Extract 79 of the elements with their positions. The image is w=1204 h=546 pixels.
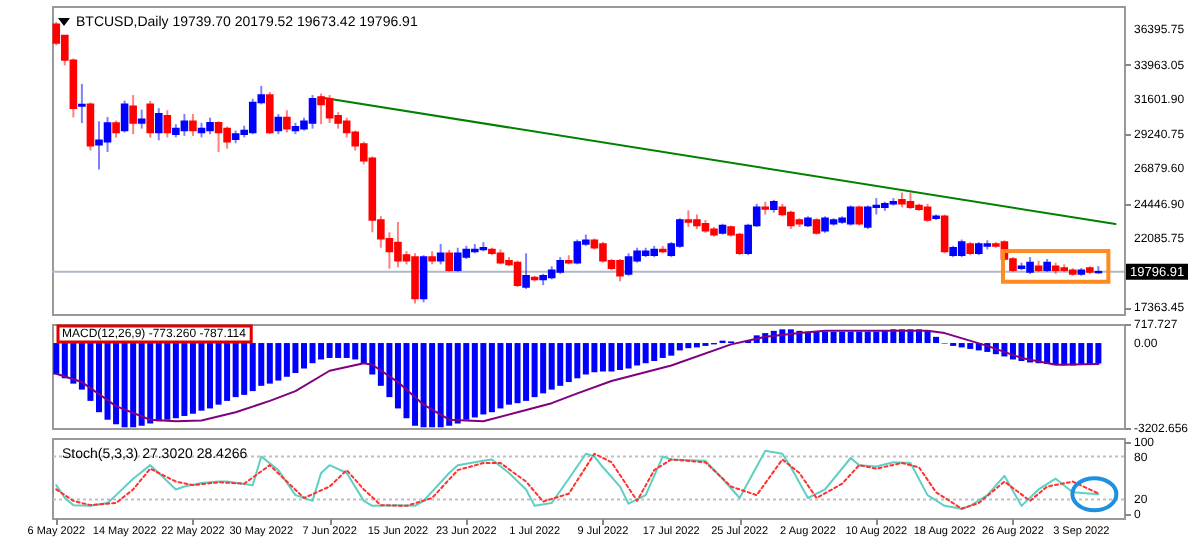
bar xyxy=(540,343,547,394)
bar xyxy=(138,343,145,426)
bar xyxy=(847,331,854,344)
bar xyxy=(292,343,299,374)
bar xyxy=(625,343,632,369)
bar xyxy=(335,343,342,358)
bar xyxy=(1078,343,1085,365)
bar xyxy=(813,331,820,344)
bar xyxy=(454,343,461,424)
bar xyxy=(164,343,171,420)
bar xyxy=(599,343,606,372)
bar xyxy=(275,343,282,381)
bar xyxy=(864,331,871,344)
bar xyxy=(352,343,359,360)
bar xyxy=(130,343,137,428)
bar xyxy=(463,343,470,420)
bar xyxy=(70,343,77,384)
bar xyxy=(1061,343,1068,366)
bar xyxy=(856,331,863,344)
bar xyxy=(403,343,410,419)
bar xyxy=(61,343,68,379)
bar xyxy=(497,343,504,409)
bar xyxy=(651,343,658,361)
bar xyxy=(1052,343,1059,365)
bar xyxy=(488,343,495,413)
bar xyxy=(523,343,530,401)
bar xyxy=(967,343,974,349)
bar xyxy=(437,343,444,428)
bar xyxy=(608,343,615,372)
bar xyxy=(318,343,325,360)
bar xyxy=(53,343,60,375)
bar xyxy=(668,343,675,356)
bar xyxy=(104,343,111,420)
bar xyxy=(232,343,239,398)
bar xyxy=(574,343,581,379)
bar xyxy=(309,343,316,364)
bar xyxy=(830,331,837,344)
bar xyxy=(429,343,436,428)
bar xyxy=(326,343,333,358)
bar xyxy=(283,343,290,377)
bar xyxy=(582,343,589,375)
bar xyxy=(241,343,248,395)
bar xyxy=(266,343,273,384)
bar xyxy=(446,343,453,426)
bar xyxy=(531,343,538,398)
bar xyxy=(420,343,427,428)
bar xyxy=(155,343,162,422)
bar xyxy=(881,330,888,344)
bar xyxy=(471,343,478,418)
bar xyxy=(198,343,205,411)
bar xyxy=(924,330,931,344)
bar xyxy=(839,331,846,344)
bar xyxy=(121,343,128,428)
bar xyxy=(634,343,641,366)
bar xyxy=(685,343,692,349)
bar xyxy=(642,343,649,364)
bar xyxy=(548,343,555,390)
bar xyxy=(113,343,120,425)
line-series xyxy=(55,329,1100,423)
bar xyxy=(659,343,666,358)
bar xyxy=(873,331,880,344)
bar xyxy=(249,343,256,392)
bar xyxy=(557,343,564,386)
bar xyxy=(1086,343,1093,364)
bar xyxy=(1095,343,1102,364)
bar xyxy=(565,343,572,383)
bar xyxy=(343,343,350,358)
bar xyxy=(181,343,188,416)
bar xyxy=(591,343,598,373)
bar xyxy=(147,343,154,424)
bar xyxy=(258,343,265,386)
bar xyxy=(189,343,196,414)
bar xyxy=(933,336,940,344)
bar xyxy=(224,343,231,401)
bar xyxy=(676,343,683,351)
bar xyxy=(172,343,179,419)
bar xyxy=(480,343,487,415)
bar xyxy=(215,343,222,405)
bar xyxy=(514,343,521,404)
